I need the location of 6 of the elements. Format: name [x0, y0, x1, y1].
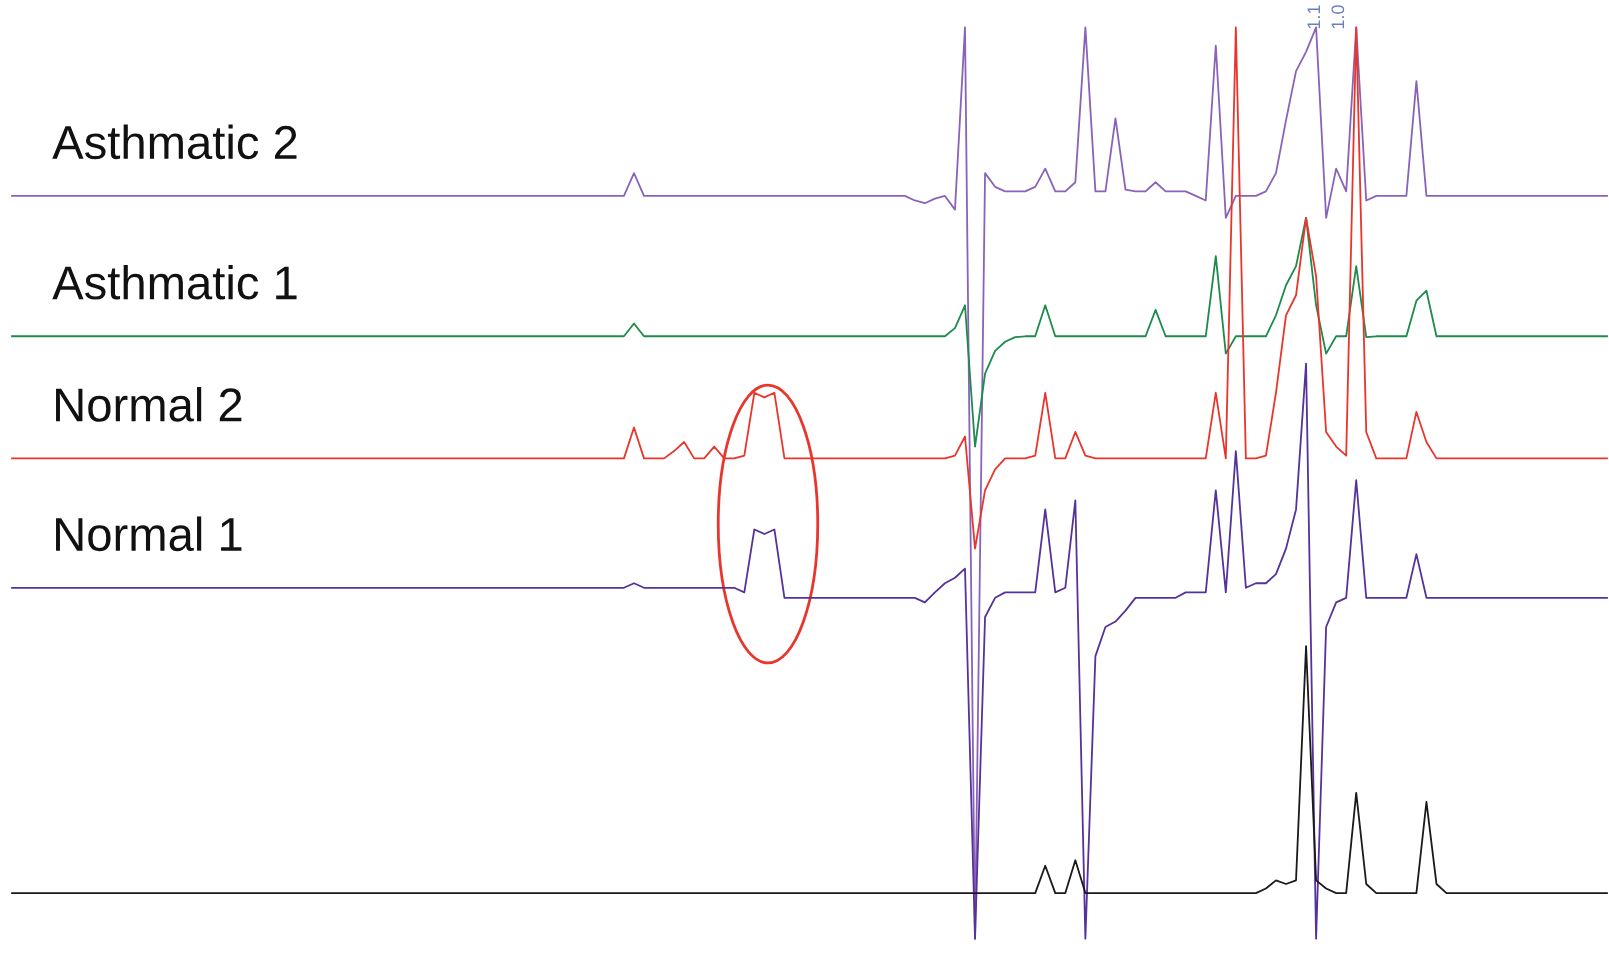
annotation: 1.1 [1307, 5, 1320, 29]
series-label: Asthmatic 2 [52, 124, 297, 160]
series-label: Asthmatic 1 [52, 264, 297, 300]
annotation: 1.0 [1331, 5, 1345, 29]
series-label: Normal 2 [56, 387, 242, 422]
series-label: Normal 1 [56, 516, 242, 552]
